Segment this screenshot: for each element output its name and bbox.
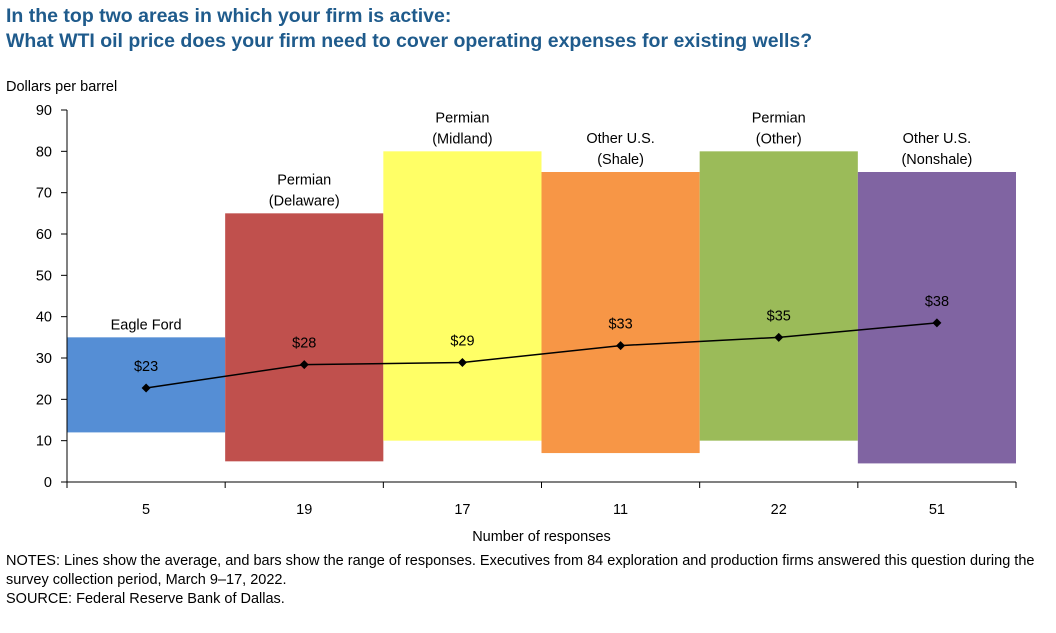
category-label-line: Permian <box>277 172 331 188</box>
category-label-line: Other U.S. <box>586 131 655 147</box>
x-tick-label-responses: 11 <box>613 502 628 518</box>
range-bar-5 <box>699 151 858 441</box>
x-tick-label-responses: 51 <box>929 502 945 518</box>
category-label-2: Permian (Delaware) <box>269 172 340 209</box>
average-value-label-5: $35 <box>767 308 791 324</box>
category-label-line: Permian <box>752 110 806 126</box>
average-marker-1 <box>141 383 151 393</box>
chart-title: In the top two areas in which your firm … <box>6 4 812 54</box>
y-tick-label: 90 <box>36 103 52 119</box>
y-tick-label: 50 <box>36 268 52 284</box>
range-bar-6 <box>857 172 1016 464</box>
y-tick-label: 60 <box>36 227 52 243</box>
y-tick-label: 20 <box>36 392 52 408</box>
x-axis-label: Number of responses <box>472 529 611 545</box>
range-bar-2 <box>225 213 384 462</box>
average-marker-6 <box>932 318 942 328</box>
y-tick-label: 70 <box>36 186 52 202</box>
category-label-line: (Nonshale) <box>901 152 972 168</box>
category-label-line: (Other) <box>756 131 802 147</box>
x-tick-label-responses: 17 <box>454 502 470 518</box>
title-line-1: In the top two areas in which your firm … <box>6 5 452 27</box>
y-tick-label: 10 <box>36 434 52 450</box>
x-tick-label-responses: 22 <box>771 502 787 518</box>
category-label-3: Permian (Midland) <box>432 110 492 147</box>
average-marker-3 <box>457 358 467 368</box>
category-label-line: (Shale) <box>597 152 644 168</box>
x-tick-label-responses: 5 <box>142 502 150 518</box>
category-label-1: Eagle Ford <box>111 317 182 333</box>
y-tick-label: 30 <box>36 351 52 367</box>
average-value-label-1: $23 <box>134 359 158 375</box>
average-marker-4 <box>616 341 626 351</box>
category-label-6: Other U.S. (Nonshale) <box>901 131 972 168</box>
average-line <box>145 322 937 389</box>
average-value-label-3: $29 <box>450 334 474 350</box>
average-marker-2 <box>299 360 309 370</box>
notes-text: NOTES: Lines show the average, and bars … <box>6 553 1035 588</box>
y-tick-label: 80 <box>36 144 52 160</box>
category-label-line: Other U.S. <box>903 131 972 147</box>
x-tick-label-responses: 19 <box>296 502 312 518</box>
y-axis-label: Dollars per barrel <box>6 79 117 95</box>
category-label-5: Permian (Other) <box>752 110 806 147</box>
source-text: SOURCE: Federal Reserve Bank of Dallas. <box>6 591 285 607</box>
notes-block: NOTES: Lines show the average, and bars … <box>6 552 1036 609</box>
category-label-line: (Midland) <box>432 131 492 147</box>
average-marker-5 <box>774 332 784 342</box>
category-label-line: Permian <box>435 110 489 126</box>
range-bar-3 <box>383 151 542 441</box>
category-label-line: (Delaware) <box>269 193 340 209</box>
title-line-2: What WTI oil price does your firm need t… <box>6 30 813 52</box>
category-label-line: Eagle Ford <box>111 317 182 333</box>
category-label-4: Other U.S. (Shale) <box>586 131 655 168</box>
average-value-label-4: $33 <box>608 317 632 333</box>
range-bar-chart: Dollars per barrel 0 10 20 30 40 50 60 70 80 90 Eag… <box>6 79 1017 545</box>
average-value-label-6: $38 <box>925 294 949 310</box>
range-bar-4 <box>541 172 700 454</box>
y-tick-label: 0 <box>44 475 52 491</box>
y-tick-label: 40 <box>36 310 52 326</box>
average-value-label-2: $28 <box>292 336 316 352</box>
